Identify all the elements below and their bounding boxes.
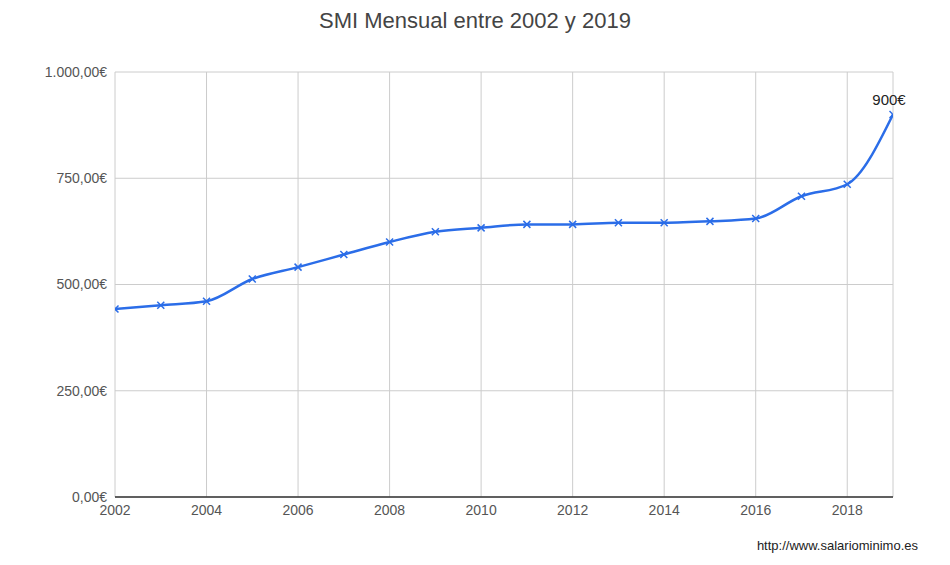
svg-text:1.000,00€: 1.000,00€ <box>45 64 107 80</box>
svg-text:2004: 2004 <box>191 502 222 518</box>
html-text:http://www.salariominimo.es: http://www.salariominimo.es <box>756 538 918 553</box>
svg-text:2018: 2018 <box>832 502 863 518</box>
svg-text:250,00€: 250,00€ <box>56 383 107 399</box>
svg-text:2008: 2008 <box>374 502 405 518</box>
svg-text:2012: 2012 <box>557 502 588 518</box>
svg-text:2016: 2016 <box>740 502 771 518</box>
svg-text:2006: 2006 <box>282 502 313 518</box>
svg-text:0,00€: 0,00€ <box>72 489 107 505</box>
svg-text:500,00€: 500,00€ <box>56 276 107 292</box>
svg-text:2014: 2014 <box>649 502 680 518</box>
html-text:SMI Mensual entre 2002 y 2019: SMI Mensual entre 2002 y 2019 <box>319 8 631 33</box>
svg-text:2010: 2010 <box>466 502 497 518</box>
svg-text:900€: 900€ <box>872 91 906 108</box>
svg-text:750,00€: 750,00€ <box>56 170 107 186</box>
svg-text:2002: 2002 <box>99 501 131 518</box>
